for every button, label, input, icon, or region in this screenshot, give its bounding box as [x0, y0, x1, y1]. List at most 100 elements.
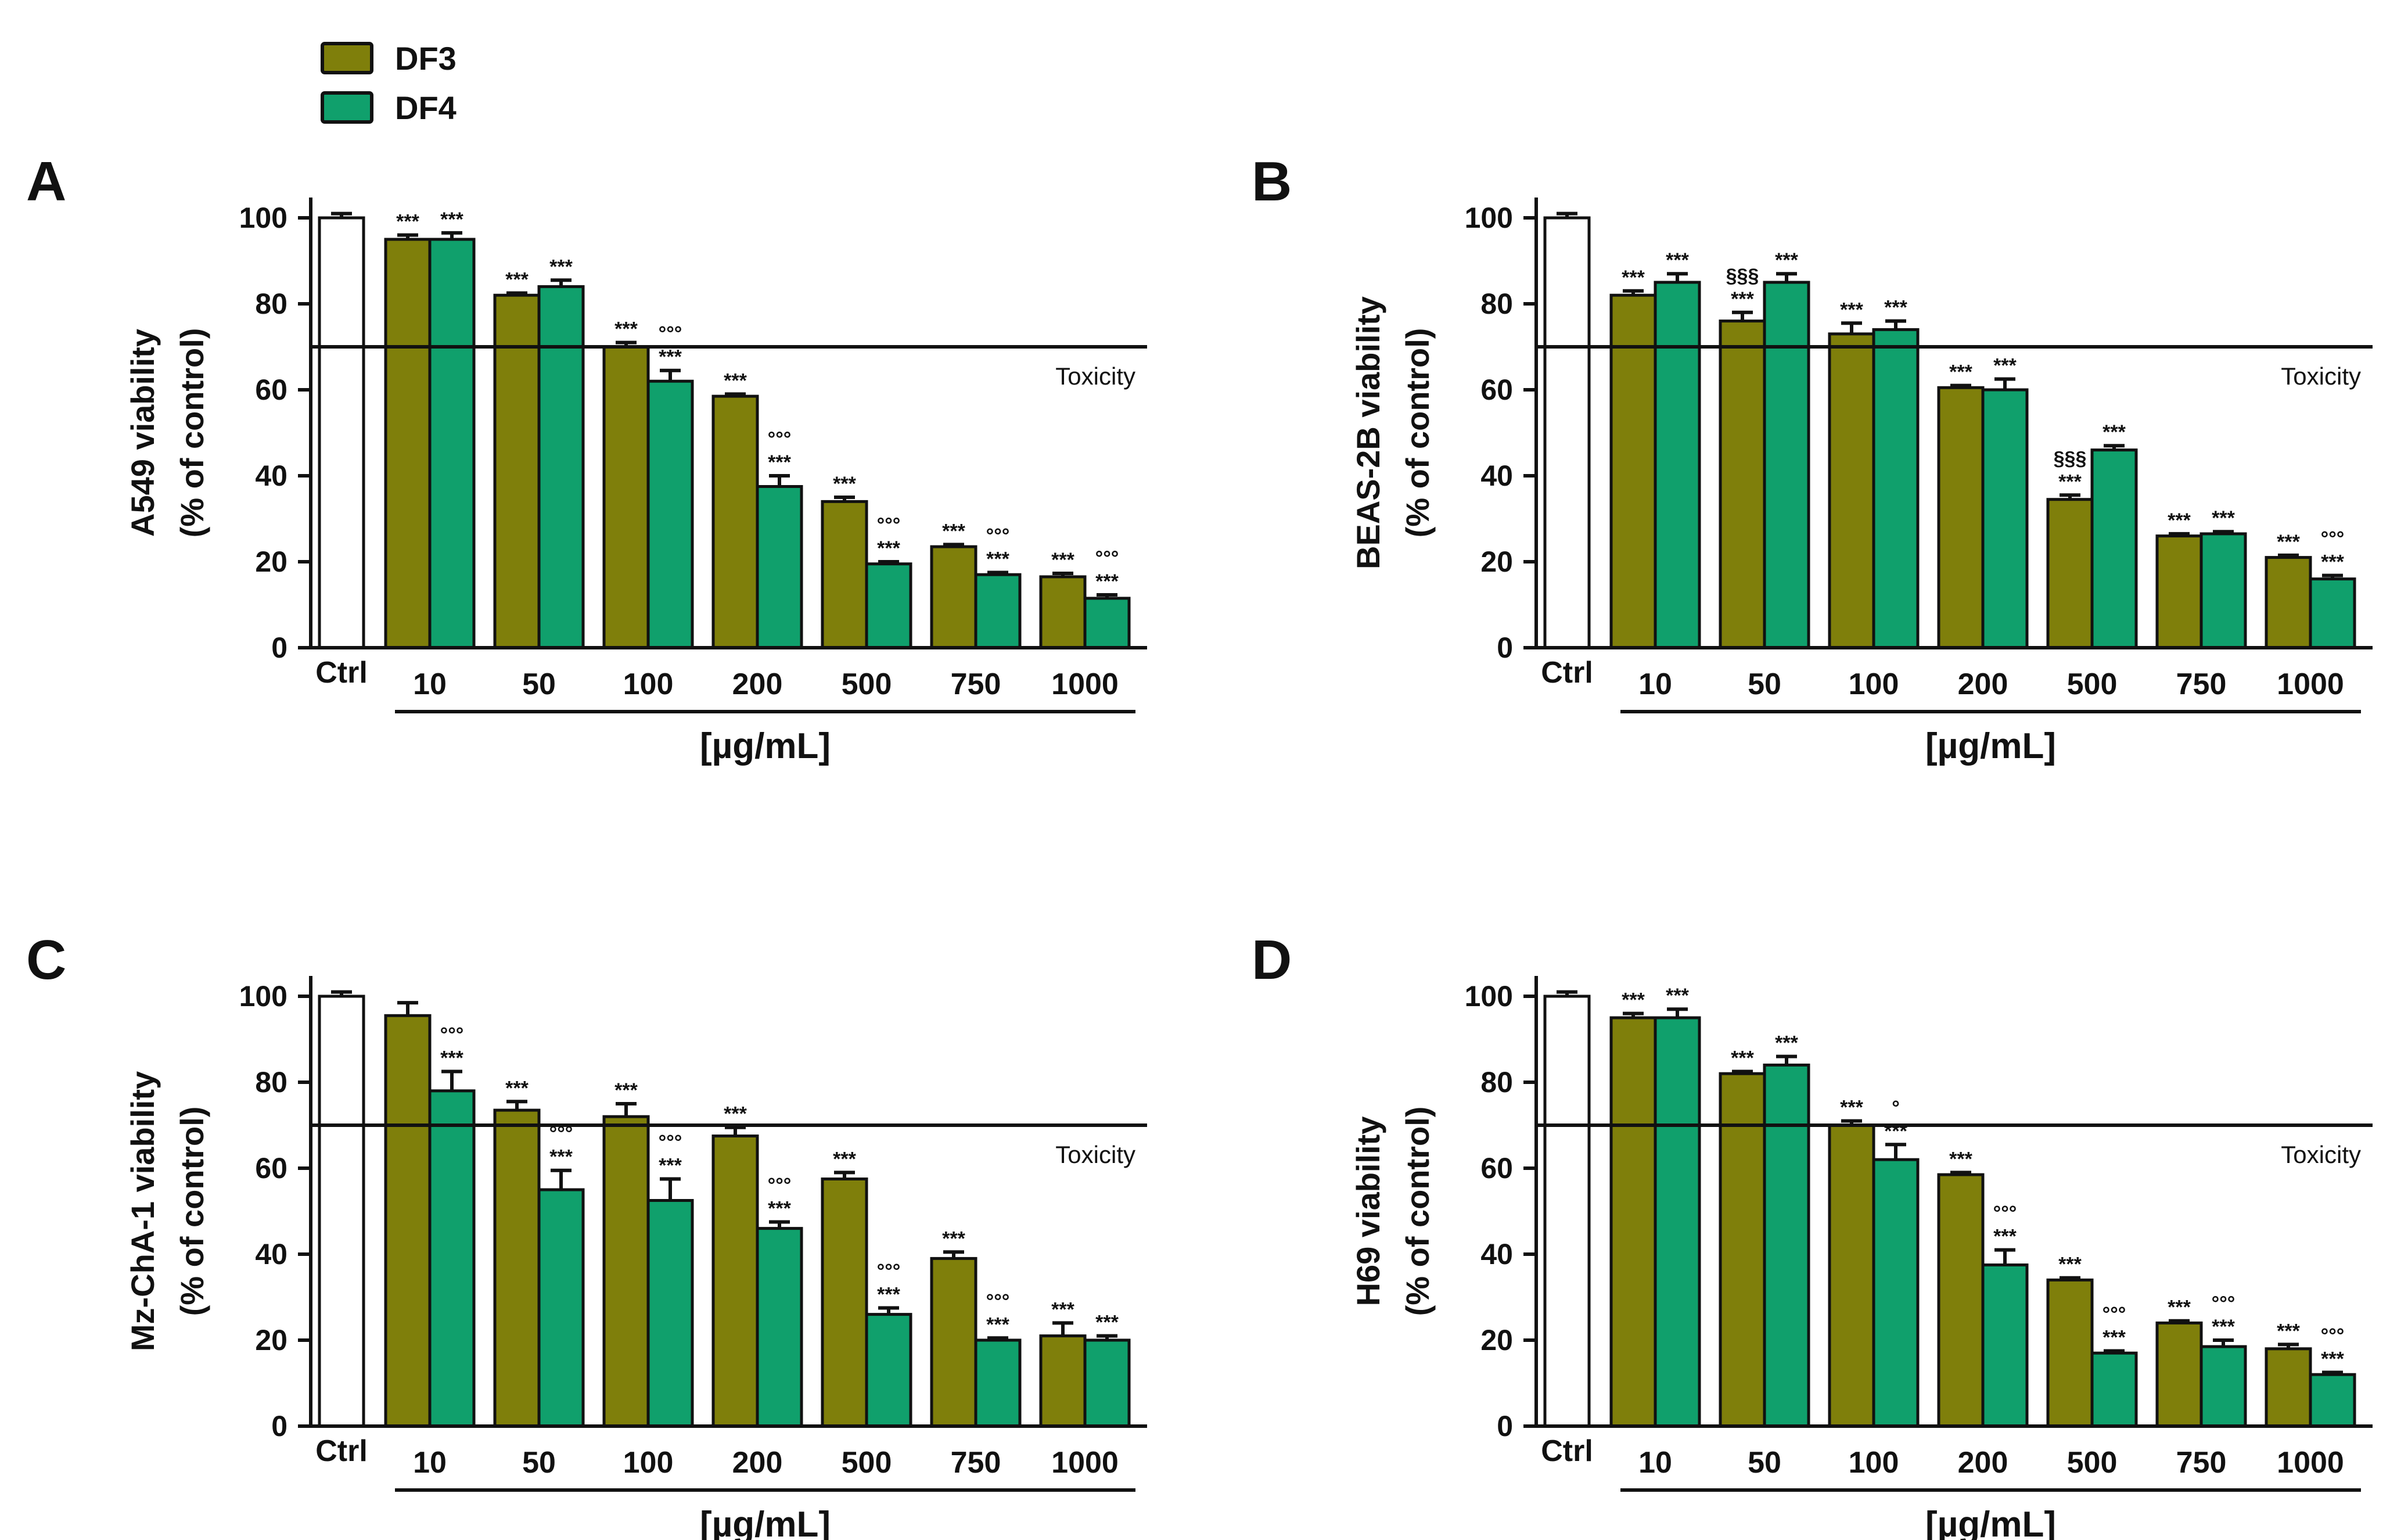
panel-c-sig-df4-10-1: ***	[440, 1047, 463, 1069]
legend-swatch-df4	[321, 91, 373, 124]
panel-d-sig-df3-200-0: ***	[1949, 1148, 1972, 1170]
panel-c-sig-df4-200-1: ***	[768, 1198, 791, 1220]
chart-panel-a: A A549 viability (% of control) 0 20 40 60 80 10…	[26, 150, 1147, 766]
panel-c-bar-df4-50	[537, 1188, 585, 1428]
panel-b-xlabel: [µg/mL]	[1925, 726, 2056, 766]
panel-d-sig-df4-10-0: ***	[1666, 985, 1689, 1007]
panel-d-bar-df3-100	[1828, 1123, 1875, 1428]
panel-a-sig-df4-1000-0: °°°	[1095, 547, 1119, 569]
panel-b-ytick-label-40: 40	[1480, 460, 1513, 492]
panel-c-sig-df3-50-0: ***	[505, 1077, 529, 1099]
panel-d-bar-df4-50	[1763, 1063, 1810, 1428]
panel-d-bar-df4-500	[2090, 1351, 2138, 1428]
panel-a-sig-df4-1000-1: ***	[1095, 570, 1119, 593]
panel-a-ytick-label-80: 80	[255, 288, 287, 320]
panel-b-bar-df4-50	[1763, 281, 1810, 649]
panel-a-sig-df4-200-0: °°°	[768, 428, 792, 450]
panel-c-bar-df3-200	[711, 1135, 759, 1428]
panel-c-sig-df3-100-0: ***	[614, 1079, 638, 1101]
panel-a-sig-df4-750-1: ***	[986, 548, 1009, 570]
panel-d-sig-df4-1000-0: °°°	[2321, 1325, 2345, 1347]
panel-a-ytick-label-100: 100	[239, 202, 287, 234]
panel-d-sig-df4-200-1: ***	[1993, 1226, 2017, 1248]
panel-c-xtick-label-750: 750	[951, 1446, 1001, 1480]
panel-c-bar-df4-100	[646, 1199, 694, 1428]
panel-a-bar-df3-100	[602, 345, 650, 649]
panel-c-letter: C	[26, 929, 66, 991]
panel-c-sig-df4-10-0: °°°	[440, 1024, 464, 1046]
panel-c-sig-df3-750-0: ***	[942, 1227, 965, 1250]
panel-c-xtick-label-50: 50	[522, 1446, 556, 1480]
panel-b-bar-df4-10	[1654, 281, 1701, 649]
panel-b-sig-df4-200-0: ***	[1993, 355, 2017, 377]
panel-b-toxicity-label: Toxicity	[2281, 362, 2361, 390]
panel-b-bar-df3-200	[1937, 386, 1985, 649]
panel-b-sig-df4-1000-0: °°°	[2321, 528, 2345, 550]
panel-b-sig-df4-10-0: ***	[1666, 249, 1689, 271]
panel-a-bar-df4-100	[646, 379, 694, 649]
panel-c-toxicity-label: Toxicity	[1055, 1141, 1135, 1168]
panel-a-bar-df3-200	[711, 394, 759, 649]
panel-d-bar-df3-750	[2155, 1321, 2203, 1428]
panel-b-bar-df3-750	[2155, 534, 2203, 649]
panel-a-ytick-label-60: 60	[255, 374, 287, 406]
panel-d-sig-df4-50-0: ***	[1775, 1032, 1798, 1054]
panel-a-sig-df4-200-1: ***	[768, 451, 791, 473]
legend-label-df4: DF4	[395, 89, 457, 126]
panel-a-sig-df4-500-0: °°°	[877, 514, 901, 536]
panel-a-ylabel-line1: A549 viability	[124, 329, 161, 537]
panel-d-xtick-label-500: 500	[2067, 1446, 2118, 1480]
panel-b-ytick-label-60: 60	[1480, 374, 1513, 406]
panel-a-ytick-label-20: 20	[255, 545, 287, 578]
panel-b-ytick-label-0: 0	[1497, 631, 1513, 664]
panel-a-bar-df4-1000	[1083, 597, 1131, 649]
panel-a-bar-df3-750	[930, 545, 977, 649]
panel-b-bar-ctrl	[1543, 216, 1591, 649]
panel-d-xlabel: [µg/mL]	[1925, 1505, 2056, 1540]
panel-d-xtick-label-1000: 1000	[2277, 1446, 2344, 1480]
panel-d-sig-df3-750-0: ***	[2168, 1297, 2191, 1319]
panel-c-sig-df3-1000-0: ***	[1051, 1298, 1074, 1320]
panel-a-sig-df4-500-1: ***	[877, 537, 900, 559]
panel-b-xtick-label-10: 10	[1638, 667, 1672, 701]
panel-a-toxicity-label: Toxicity	[1055, 362, 1135, 390]
panel-b-xtick-label-200: 200	[1958, 667, 2008, 701]
panel-c-xtick-label-200: 200	[732, 1446, 783, 1480]
panel-a-xtick-label-200: 200	[732, 667, 783, 701]
panel-a-xtick-label-750: 750	[951, 667, 1001, 701]
panel-a-letter: A	[26, 150, 66, 213]
panel-d-bar-df3-10	[1609, 1016, 1657, 1428]
panel-a-xtick-label-1000: 1000	[1051, 667, 1119, 701]
panel-b-sig-df4-1000-1: ***	[2321, 551, 2344, 573]
panel-c-ytick-label-40: 40	[255, 1238, 287, 1270]
panel-c-sig-df3-500-0: ***	[833, 1148, 856, 1170]
panel-a-sig-df4-750-0: °°°	[986, 525, 1010, 547]
panel-d-xtick-label-750: 750	[2176, 1446, 2227, 1480]
panel-c-bar-df3-1000	[1039, 1334, 1087, 1428]
panel-c-xtick-label-500: 500	[842, 1446, 892, 1480]
legend-swatch-df3	[321, 42, 373, 74]
panel-b-sig-df4-100-0: ***	[1884, 297, 1907, 319]
panel-b-sig-df3-200-0: ***	[1949, 361, 1972, 383]
panel-b-sig-df3-10-0: ***	[1622, 267, 1645, 289]
panel-a-sig-df3-10-0: ***	[396, 211, 419, 233]
panel-b-xtick-label-500: 500	[2067, 667, 2118, 701]
panel-c-xtick-label-10: 10	[413, 1446, 447, 1480]
panel-b-bar-df3-50	[1719, 320, 1766, 649]
panel-a-sig-df4-50-0: ***	[549, 256, 573, 278]
panel-c-xtick-label-1000: 1000	[1051, 1446, 1119, 1480]
panel-a-bar-df3-50	[493, 293, 541, 649]
chart-panel-c: C Mz-ChA-1 viability (% of control) 0 20 40 60…	[26, 929, 1147, 1540]
panel-b-xtick-label-1000: 1000	[2277, 667, 2344, 701]
panel-b-bar-df3-500	[2046, 498, 2094, 649]
panel-d-sig-df4-750-0: °°°	[2212, 1293, 2236, 1315]
panel-d-sig-df4-500-1: ***	[2102, 1327, 2126, 1349]
panel-b-bar-df4-500	[2090, 448, 2138, 649]
panel-c-ylabel-line2: (% of control)	[174, 1107, 210, 1316]
panel-c-bar-df4-500	[865, 1313, 912, 1428]
panel-a-xtick-label-100: 100	[623, 667, 674, 701]
panel-c-sig-df4-1000-0: ***	[1095, 1312, 1119, 1334]
panel-c-sig-df4-750-0: °°°	[986, 1290, 1010, 1312]
panel-b-letter: B	[1252, 150, 1292, 213]
panel-a-bar-df4-50	[537, 285, 585, 649]
